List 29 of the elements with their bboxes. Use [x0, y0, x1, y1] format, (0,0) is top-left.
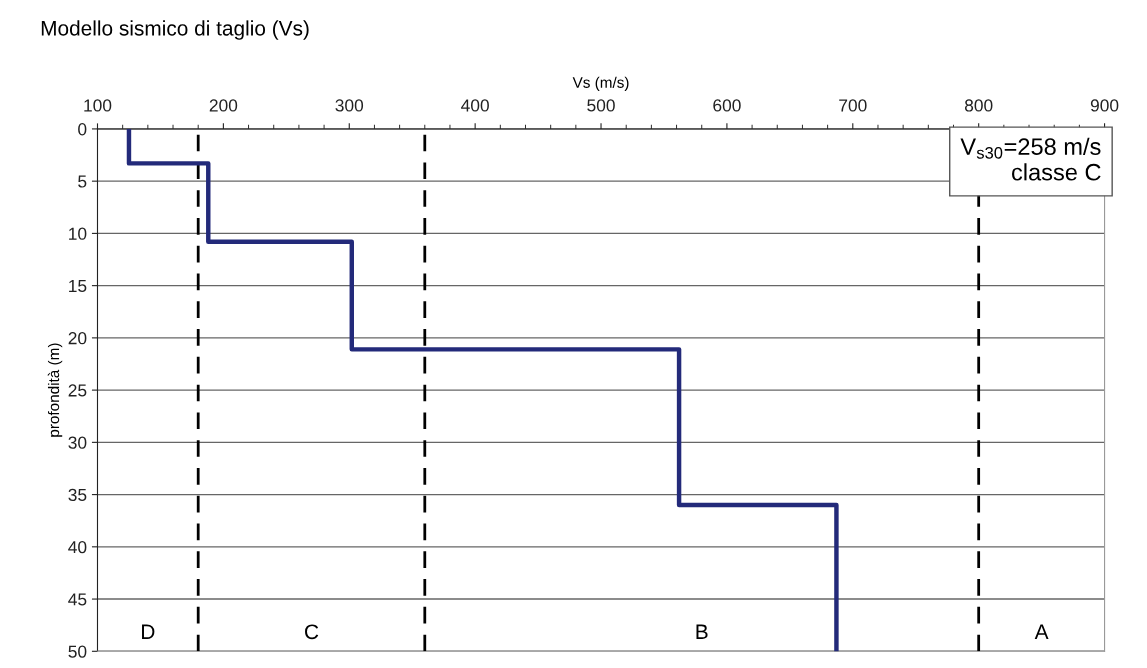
- y-tick-label: 40: [68, 540, 87, 554]
- y-tick-label: 5: [78, 175, 87, 188]
- y-tick-label: 50: [68, 645, 87, 658]
- y-axis-title: profondità (m): [47, 343, 63, 437]
- x-tick-label: 200: [209, 99, 238, 112]
- annotation: D: [142, 624, 155, 639]
- x-tick-label: 900: [1090, 99, 1119, 112]
- x-tick-label: 500: [587, 99, 615, 112]
- x-tick-label: 100: [84, 99, 112, 112]
- annotation: C: [305, 624, 319, 640]
- x-tick-label: 300: [335, 99, 364, 112]
- annotation: V$_{s30}$=258 m/s classe C: [960, 137, 1101, 181]
- line-series: [126, 128, 839, 652]
- x-tick-label: 800: [964, 99, 993, 112]
- y-tick-label: 10: [69, 227, 87, 240]
- y-tick-label: 30: [68, 436, 87, 449]
- x-tick-label: 700: [839, 99, 867, 112]
- x-tick-label: 600: [713, 99, 741, 112]
- y-tick-label: 15: [69, 279, 87, 293]
- y-tick-label: 45: [68, 593, 87, 606]
- annotation: A: [1034, 624, 1049, 639]
- y-tick-label: 25: [68, 384, 87, 397]
- y-tick-label: 20: [68, 332, 87, 345]
- y-tick-label: 0: [78, 123, 87, 136]
- y-tick-label: 35: [68, 488, 87, 502]
- chart-title: Modello sismico di taglio (Vs): [41, 20, 309, 40]
- annotation: B: [696, 624, 708, 639]
- x-axis-title: Vs (m/s): [572, 76, 629, 91]
- x-tick-label: 400: [461, 99, 489, 112]
